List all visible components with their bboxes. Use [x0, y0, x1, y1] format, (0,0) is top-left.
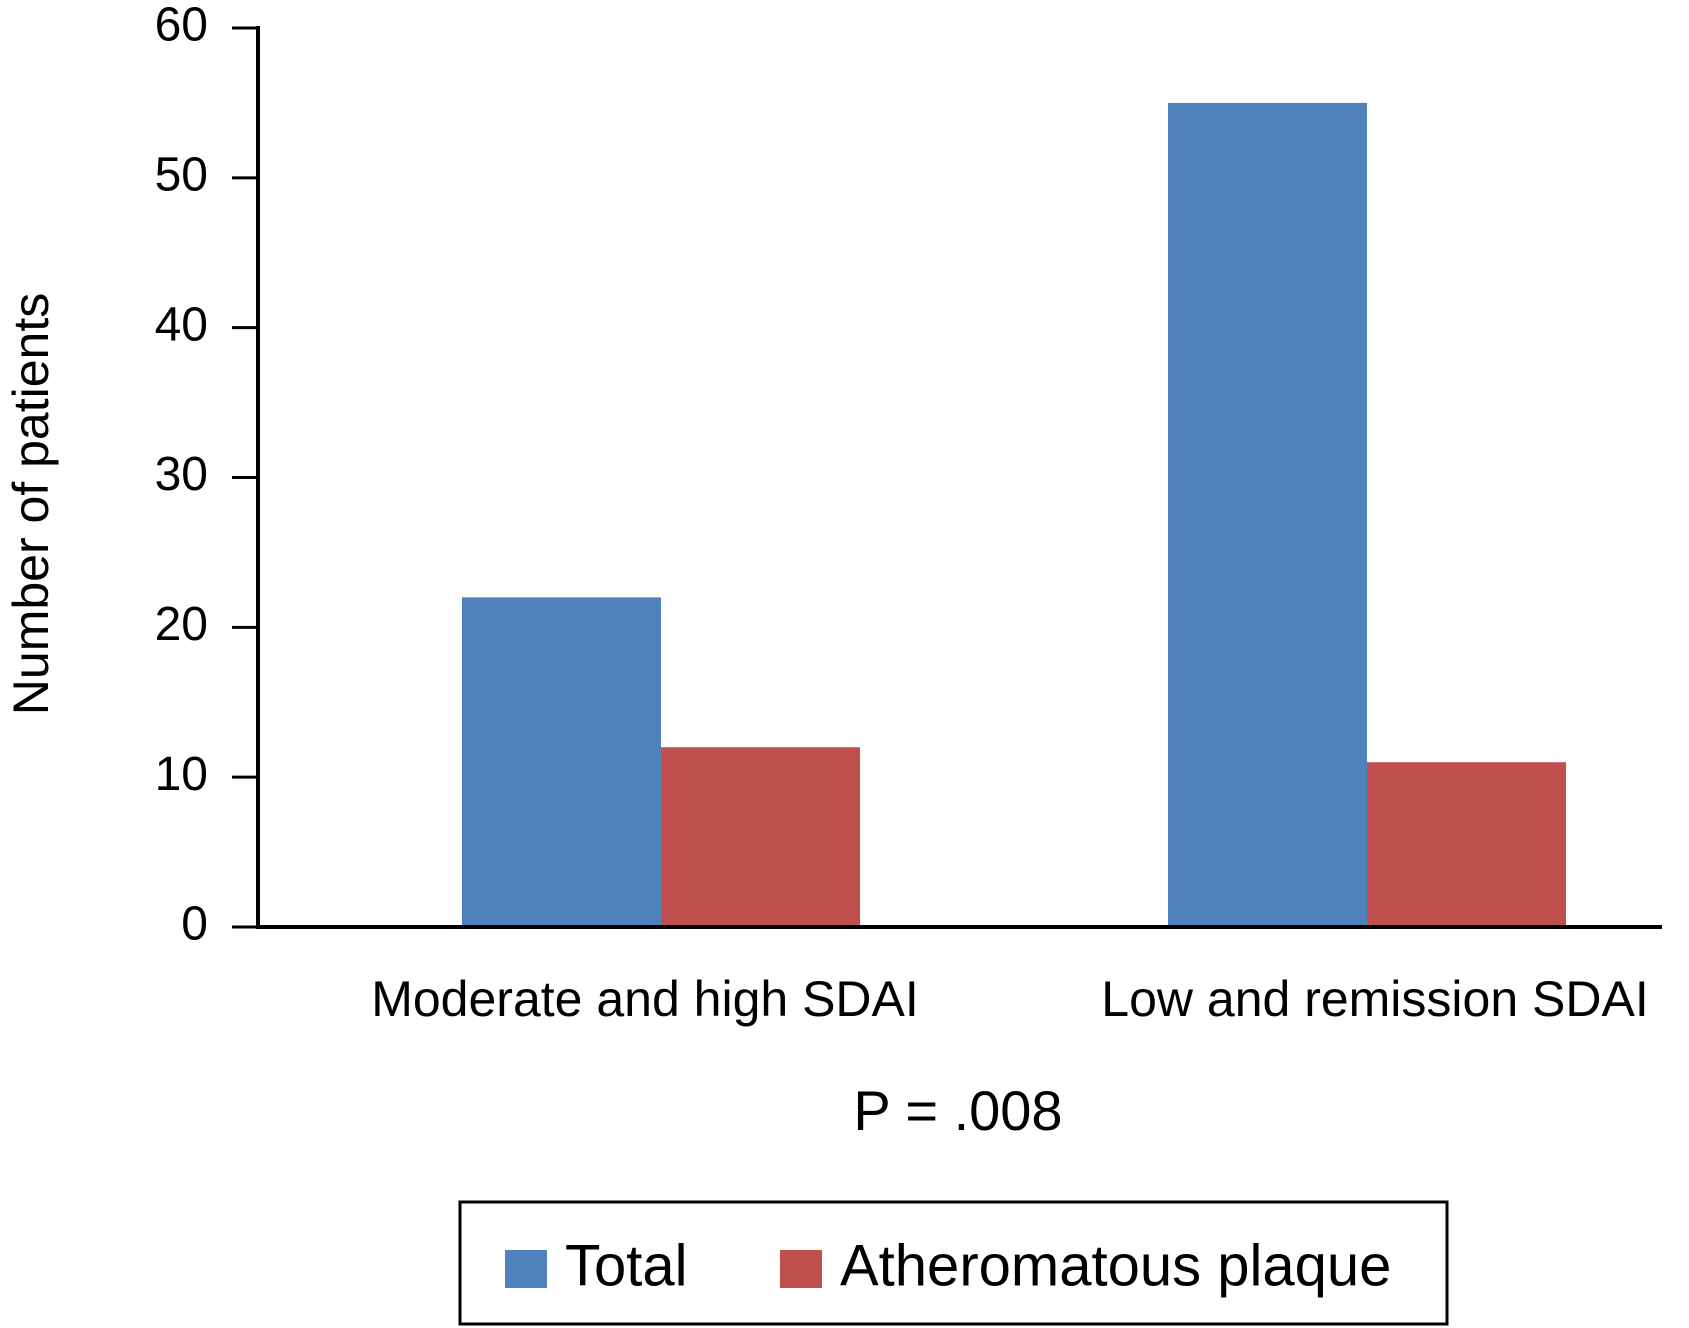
legend-swatch	[780, 1250, 822, 1288]
y-tick-label: 30	[155, 448, 208, 501]
legend-label: Total	[565, 1233, 688, 1298]
y-tick-label: 40	[155, 298, 208, 351]
y-tick-label: 20	[155, 598, 208, 651]
annotation: P = .008	[853, 1079, 1062, 1142]
bar	[1168, 102, 1367, 927]
x-tick-label: Low and remission SDAI	[1101, 971, 1648, 1027]
bar	[661, 747, 860, 927]
y-axis-label: Number of patients	[3, 293, 59, 715]
legend-box	[458, 1200, 1449, 1326]
y-tick-label: 50	[155, 149, 208, 202]
legend-label: Atheromatous plaque	[840, 1233, 1391, 1298]
legend-swatch	[505, 1250, 547, 1288]
y-tick-label: 0	[181, 898, 208, 951]
bar	[1367, 762, 1566, 927]
bar	[462, 597, 661, 927]
y-tick-label: 60	[155, 0, 208, 52]
y-tick-label: 10	[155, 748, 208, 801]
x-tick-label: Moderate and high SDAI	[371, 971, 919, 1027]
